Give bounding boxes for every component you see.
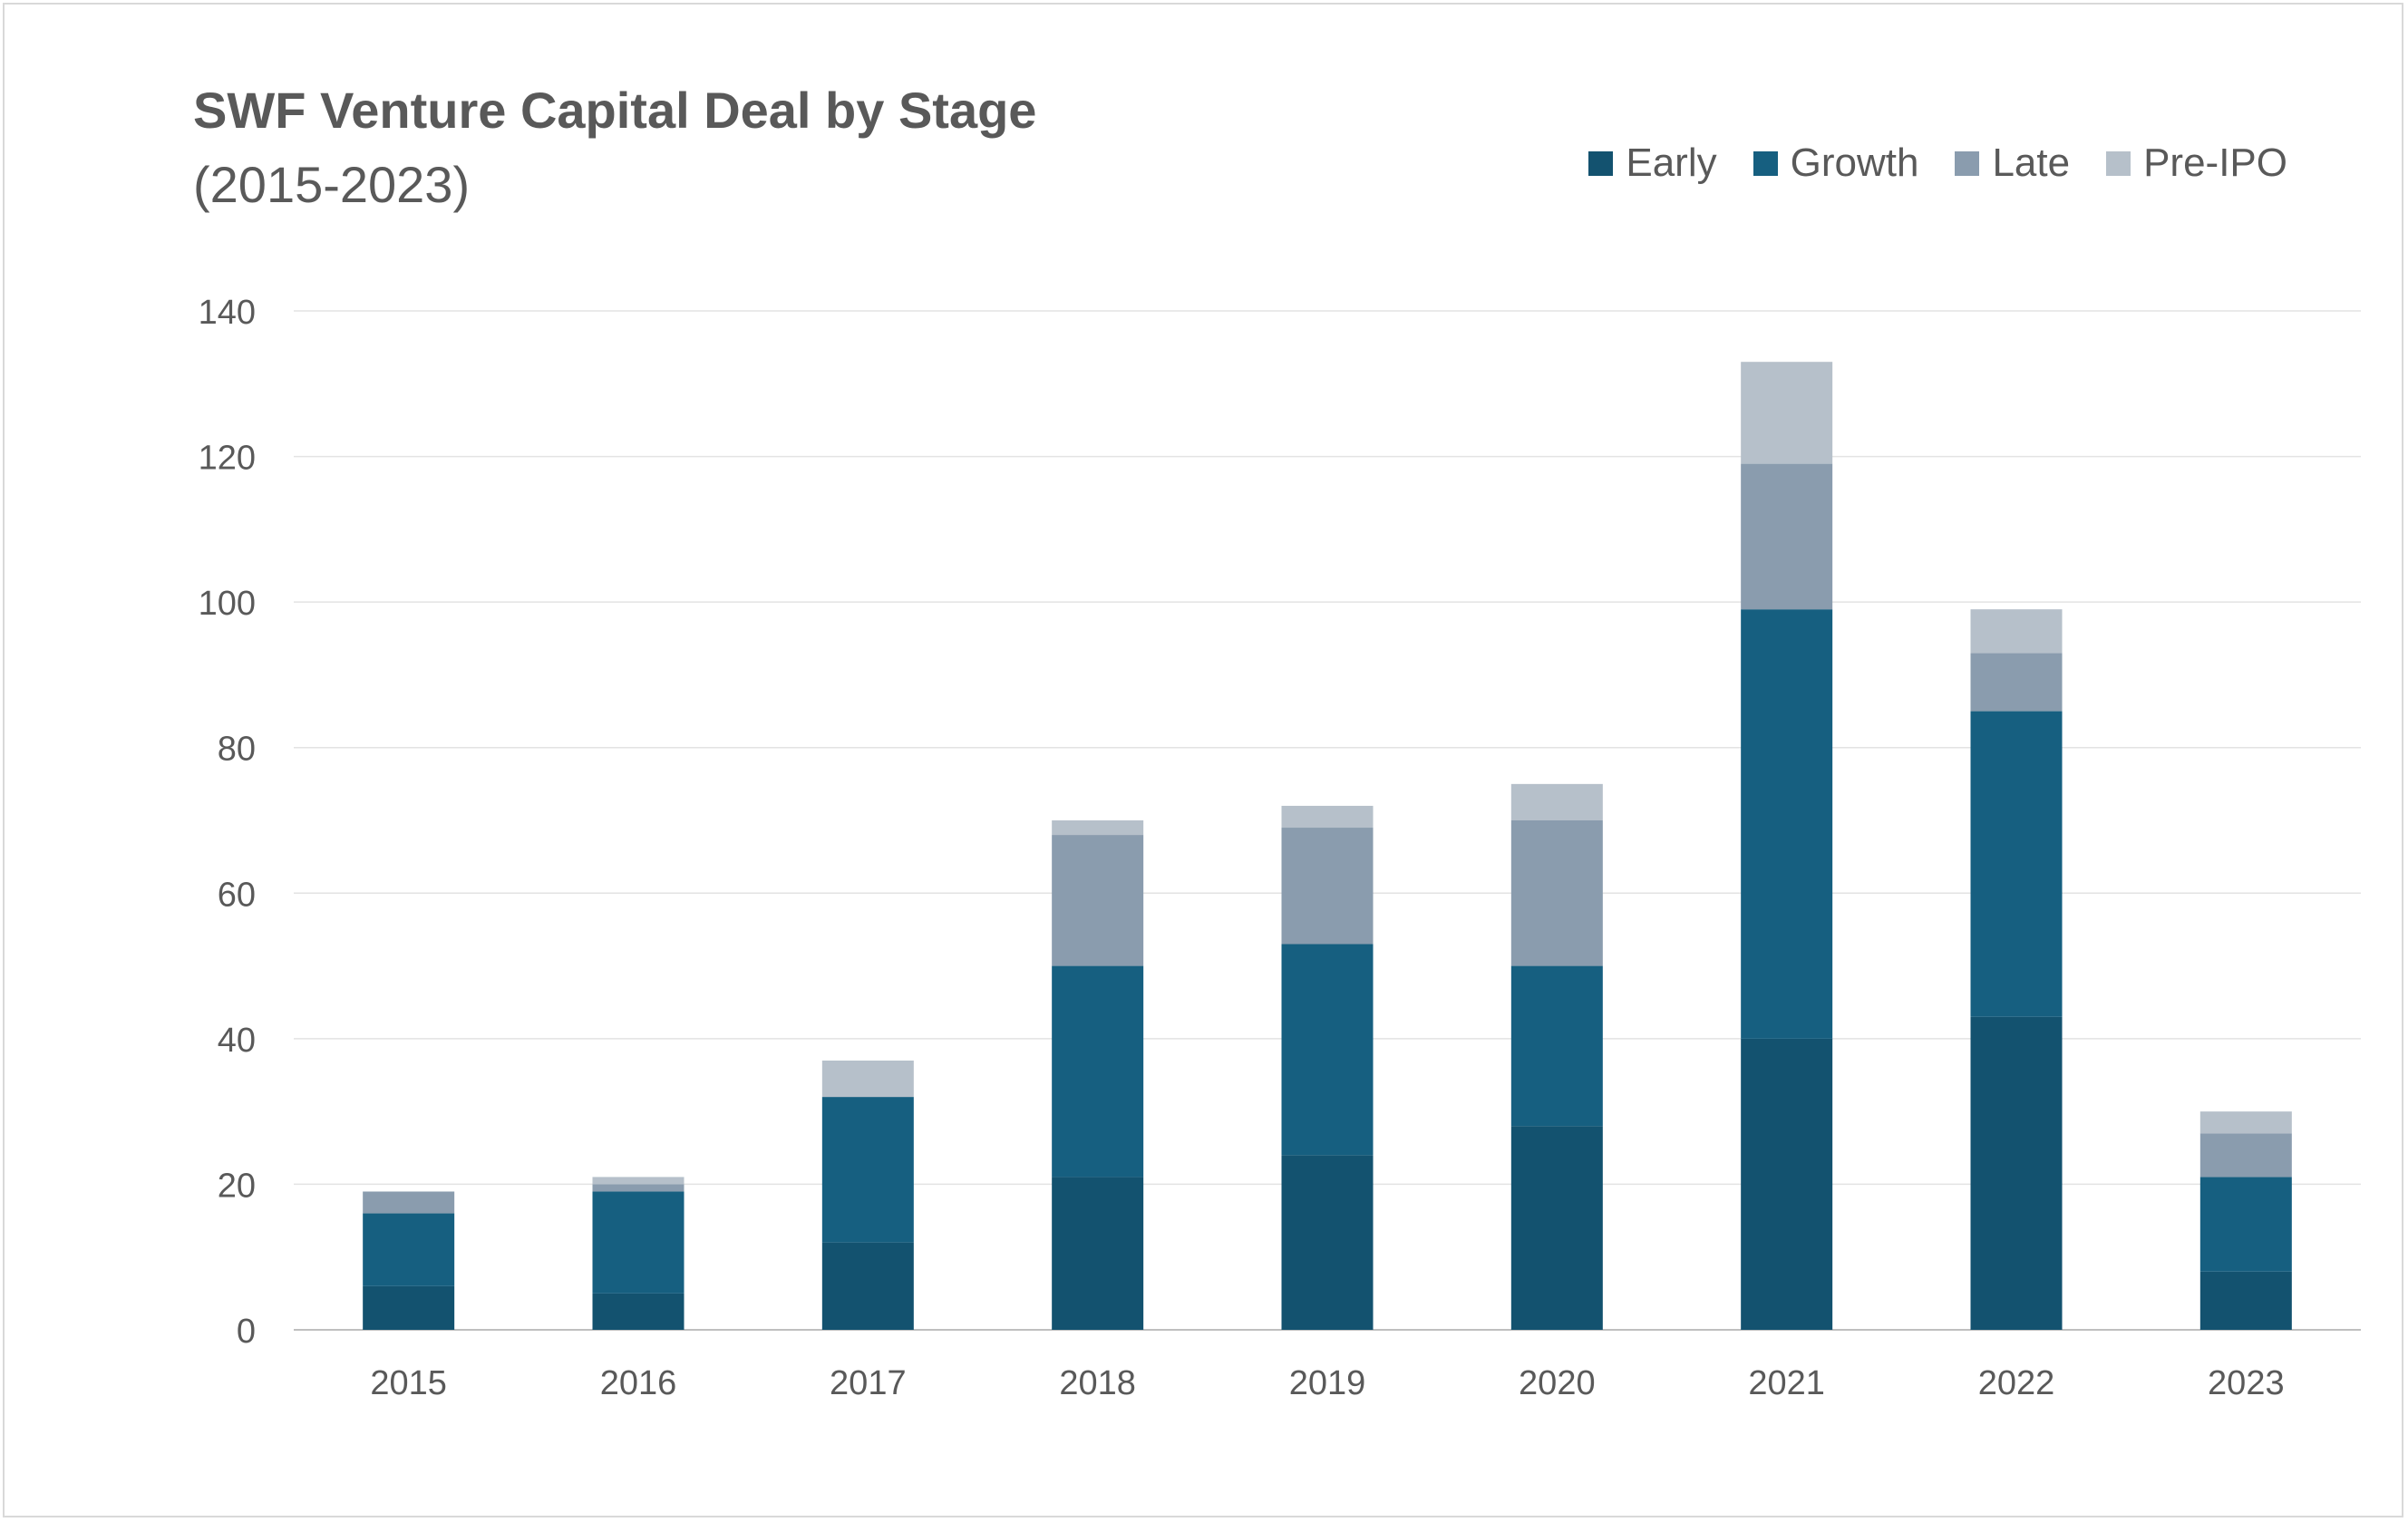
x-tick-label: 2016 <box>600 1364 677 1402</box>
bar-segment-growth <box>2199 1177 2292 1272</box>
y-tick-label: 120 <box>199 440 256 478</box>
bar-segment-pre-ipo <box>821 1060 914 1098</box>
bar-segment-growth <box>1510 965 1603 1127</box>
y-tick-label: 140 <box>199 294 256 332</box>
bar-segment-growth <box>821 1097 914 1243</box>
x-tick-label: 2015 <box>370 1364 447 1402</box>
y-tick-label: 100 <box>199 585 256 623</box>
bar-segment-pre-ipo <box>2199 1111 2292 1134</box>
legend-swatch-pre-ipo <box>2106 150 2131 176</box>
bar-segment-late <box>1510 820 1603 966</box>
bar-segment-early <box>1741 1038 1833 1330</box>
bar-segment-late <box>363 1191 455 1214</box>
y-tick-label: 20 <box>218 1167 256 1205</box>
legend-swatch-early <box>1588 150 1614 176</box>
bar-segment-pre-ipo <box>592 1177 685 1185</box>
bar-segment-growth <box>1052 965 1144 1178</box>
bar-segment-pre-ipo <box>1510 783 1603 820</box>
chart-legend: Early Growth Late Pre-IPO <box>1588 141 2287 186</box>
y-tick-label: 80 <box>218 731 256 769</box>
y-tick-label: 40 <box>218 1022 256 1060</box>
legend-label-early: Early <box>1626 141 1717 185</box>
legend-label-pre-ipo: Pre-IPO <box>2143 141 2287 185</box>
x-tick-label: 2022 <box>1978 1364 2055 1402</box>
x-tick-label: 2018 <box>1059 1364 1136 1402</box>
legend-item-late: Late <box>1955 141 2070 186</box>
x-axis: 2015 2016 2017 2018 2019 2020 2021 2022 2023 <box>370 1364 2284 1402</box>
legend-item-early: Early <box>1588 141 1717 186</box>
legend-swatch-growth <box>1753 150 1778 176</box>
legend-swatch-late <box>1955 150 1980 176</box>
bar-segment-late <box>1970 653 2063 712</box>
y-tick-label: 60 <box>218 876 256 914</box>
bar-segment-pre-ipo <box>1052 820 1144 836</box>
x-tick-label: 2019 <box>1289 1364 1366 1402</box>
bar-segment-early <box>592 1293 685 1330</box>
bar-segment-early <box>821 1242 914 1330</box>
bar-segment-late <box>1741 463 1833 610</box>
legend-item-pre-ipo: Pre-IPO <box>2106 141 2287 186</box>
bar-segment-late <box>1281 828 1374 945</box>
bar-segment-pre-ipo <box>1741 362 1833 464</box>
x-tick-label: 2017 <box>830 1364 907 1402</box>
x-tick-label: 2021 <box>1748 1364 1825 1402</box>
bar-segment-pre-ipo <box>1970 609 2063 654</box>
bar-segment-late <box>592 1184 685 1192</box>
bar-segment-early <box>1281 1155 1374 1330</box>
bar-segment-early <box>1052 1177 1144 1330</box>
x-tick-label: 2020 <box>1519 1364 1596 1402</box>
bar-segment-pre-ipo <box>1281 805 1374 829</box>
bar-segment-growth <box>1741 609 1833 1039</box>
bars <box>363 362 2292 1330</box>
bar-segment-late <box>1052 835 1144 966</box>
chart-title: SWF Venture Capital Deal by Stage <box>193 82 1037 139</box>
bar-segment-late <box>2199 1133 2292 1178</box>
bar-segment-growth <box>592 1191 685 1294</box>
chart-subtitle: (2015-2023) <box>193 156 471 213</box>
bar-segment-growth <box>1970 711 2063 1017</box>
bar-segment-growth <box>1281 944 1374 1156</box>
x-tick-label: 2023 <box>2208 1364 2285 1402</box>
bar-segment-early <box>1510 1126 1603 1330</box>
legend-label-late: Late <box>1992 141 2071 185</box>
bar-segment-early <box>1970 1016 2063 1330</box>
y-axis: 0 20 40 60 80 100 120 140 <box>199 294 256 1351</box>
bar-segment-early <box>2199 1271 2292 1330</box>
bar-segment-early <box>363 1285 455 1330</box>
legend-item-growth: Growth <box>1753 141 1919 186</box>
y-tick-label: 0 <box>237 1313 256 1351</box>
bar-segment-growth <box>363 1213 455 1286</box>
legend-label-growth: Growth <box>1790 141 1919 185</box>
